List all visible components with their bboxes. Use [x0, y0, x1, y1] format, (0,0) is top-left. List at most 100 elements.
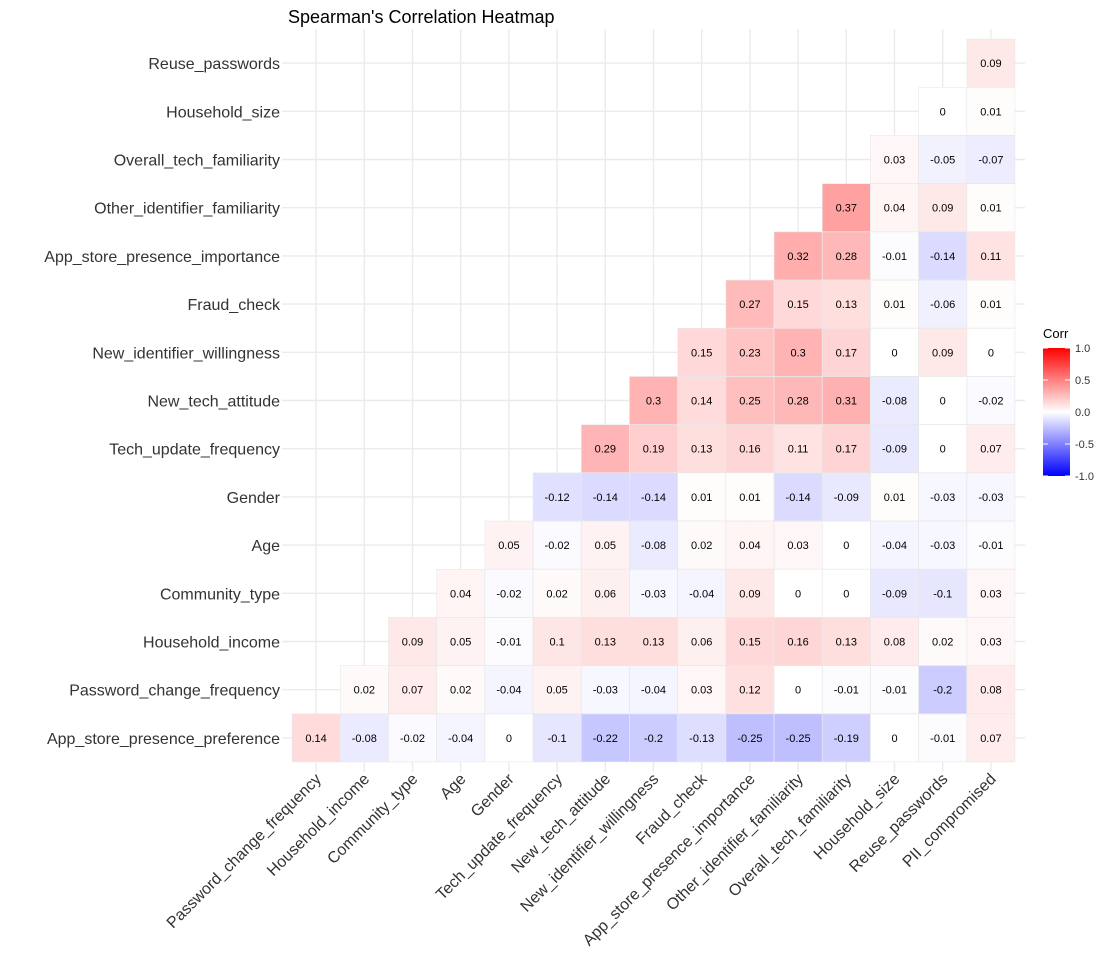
heatmap-cell-tile: [580, 520, 630, 570]
heatmap-cell-value: 0: [940, 106, 946, 118]
heatmap-cell-tile: [629, 520, 678, 570]
y-tick-label: Household_size: [166, 104, 280, 121]
heatmap-cell: 0.03: [773, 520, 823, 570]
heatmap-cell-tile: [532, 665, 582, 715]
heatmap-cell: 0: [821, 520, 871, 570]
heatmap-cell-value: 0.08: [884, 637, 905, 649]
y-tick-label: App_store_presence_importance: [44, 249, 280, 266]
x-tick-label: Age: [437, 771, 469, 803]
heatmap-cell-tile: [966, 665, 1016, 715]
heatmap-cell: -0.25: [725, 713, 775, 763]
heatmap-cell: -0.03: [629, 568, 678, 618]
heatmap-cell-value: 0.01: [980, 203, 1001, 215]
heatmap-cell-tile: [629, 376, 678, 425]
heatmap-cell-value: -0.03: [978, 492, 1003, 504]
heatmap-cell-value: 0.25: [739, 396, 760, 408]
heatmap-cell-value: 0.3: [646, 396, 661, 408]
heatmap-cell: -0.02: [484, 568, 534, 618]
heatmap-cell: 0.16: [773, 617, 823, 666]
heatmap-cell: -0.04: [436, 713, 486, 763]
heatmap-cell: 0.16: [725, 424, 775, 474]
heatmap-cell-value: 0.19: [643, 444, 664, 456]
heatmap-cell-value: 0.11: [981, 251, 1002, 263]
heatmap-cell-value: 0.05: [546, 685, 567, 697]
heatmap-cell-tile: [918, 376, 968, 425]
heatmap-cell: 0.07: [966, 424, 1016, 474]
heatmap-cell-value: -0.08: [352, 733, 377, 745]
heatmap-cell-value: -0.13: [689, 733, 714, 745]
heatmap-cell-tile: [918, 231, 968, 281]
heatmap-cell-tile: [725, 376, 775, 425]
x-tick-label: App_store_presence_importance: [580, 771, 759, 950]
heatmap-cell-tile: [821, 376, 871, 425]
heatmap-cell: -0.03: [966, 472, 1016, 522]
heatmap-cell-value: 0: [843, 540, 849, 552]
heatmap-cell-value: -0.01: [930, 733, 955, 745]
heatmap-cell: 0.09: [918, 327, 968, 377]
heatmap-cell-value: 0.01: [884, 299, 905, 311]
heatmap-cell-value: 0.01: [739, 492, 760, 504]
heatmap-cell: 0.07: [388, 665, 437, 715]
heatmap-cell-tile: [918, 87, 968, 136]
heatmap-cell-tile: [966, 279, 1016, 329]
heatmap-cell-tile: [918, 472, 968, 522]
heatmap-cell: -0.01: [484, 617, 534, 666]
heatmap-cell-tile: [532, 472, 582, 522]
heatmap-cell-value: 0.02: [932, 637, 953, 649]
heatmap-cell: -0.13: [677, 713, 727, 763]
heatmap-cell-tile: [966, 713, 1016, 763]
heatmap-cell-value: 0.01: [980, 299, 1001, 311]
heatmap-cell-tile: [821, 279, 871, 329]
heatmap-cell-tile: [580, 665, 630, 715]
heatmap-cell-value: 0.28: [787, 396, 808, 408]
heatmap-cell-tile: [966, 472, 1016, 522]
heatmap-cell-tile: [966, 520, 1016, 570]
heatmap-cell-value: 0.14: [691, 396, 712, 408]
heatmap-cell-tile: [773, 665, 823, 715]
y-tick-label: App_store_presence_preference: [47, 731, 280, 748]
heatmap-cell-value: 0.09: [980, 58, 1001, 70]
legend-title: Corr: [1043, 326, 1069, 341]
heatmap-cell-tile: [677, 376, 727, 425]
heatmap-cell: 0.31: [821, 376, 871, 425]
heatmap-cell-value: 0.03: [980, 637, 1001, 649]
heatmap-cell-value: 0.17: [836, 444, 857, 456]
heatmap-cell: 0.08: [870, 617, 919, 666]
heatmap-cell-value: 0.07: [980, 733, 1001, 745]
heatmap-cell: -0.04: [629, 665, 678, 715]
heatmap-cell-tile: [821, 665, 871, 715]
heatmap-cell-tile: [388, 617, 437, 666]
heatmap-cell: 0.28: [821, 231, 871, 281]
heatmap-cell: 0.04: [436, 568, 486, 618]
heatmap-cell: 0.01: [966, 183, 1016, 232]
heatmap-cell-value: -0.01: [834, 685, 859, 697]
heatmap-cell-tile: [821, 713, 871, 763]
heatmap-cell: 0.04: [725, 520, 775, 570]
heatmap-cell-tile: [773, 713, 823, 763]
heatmap-cell: 0.02: [339, 665, 389, 715]
heatmap-cell-value: 0.3: [790, 347, 805, 359]
heatmap-cell-value: 0.16: [787, 637, 808, 649]
heatmap-cell: 0.15: [725, 617, 775, 666]
heatmap-cell-tile: [677, 472, 727, 522]
heatmap-cell: 0.03: [677, 665, 727, 715]
heatmap-cell-value: 0.01: [884, 492, 905, 504]
y-tick-label: Other_identifier_familiarity: [94, 201, 280, 218]
heatmap-cell-tile: [725, 520, 775, 570]
heatmap-cell-value: 0.09: [739, 588, 760, 600]
heatmap-cell: 0.02: [532, 568, 582, 618]
heatmap-cell-tile: [484, 665, 534, 715]
heatmap-cell-tile: [918, 135, 968, 184]
heatmap-cell-value: -0.22: [593, 733, 618, 745]
heatmap-cell-value: 0.06: [595, 588, 616, 600]
heatmap-cell-value: 0.04: [739, 540, 760, 552]
heatmap-cell-value: -0.14: [641, 492, 666, 504]
heatmap-cell-tile: [966, 568, 1016, 618]
heatmap-cell: 0.09: [966, 38, 1016, 88]
heatmap-cell: -0.03: [918, 520, 968, 570]
heatmap-cell-value: -0.25: [786, 733, 811, 745]
heatmap-cell-value: -0.03: [930, 492, 955, 504]
legend-tick-label: -0.5: [1075, 439, 1094, 451]
heatmap-cell: 0: [773, 665, 823, 715]
heatmap-cell: 0.23: [725, 327, 775, 377]
